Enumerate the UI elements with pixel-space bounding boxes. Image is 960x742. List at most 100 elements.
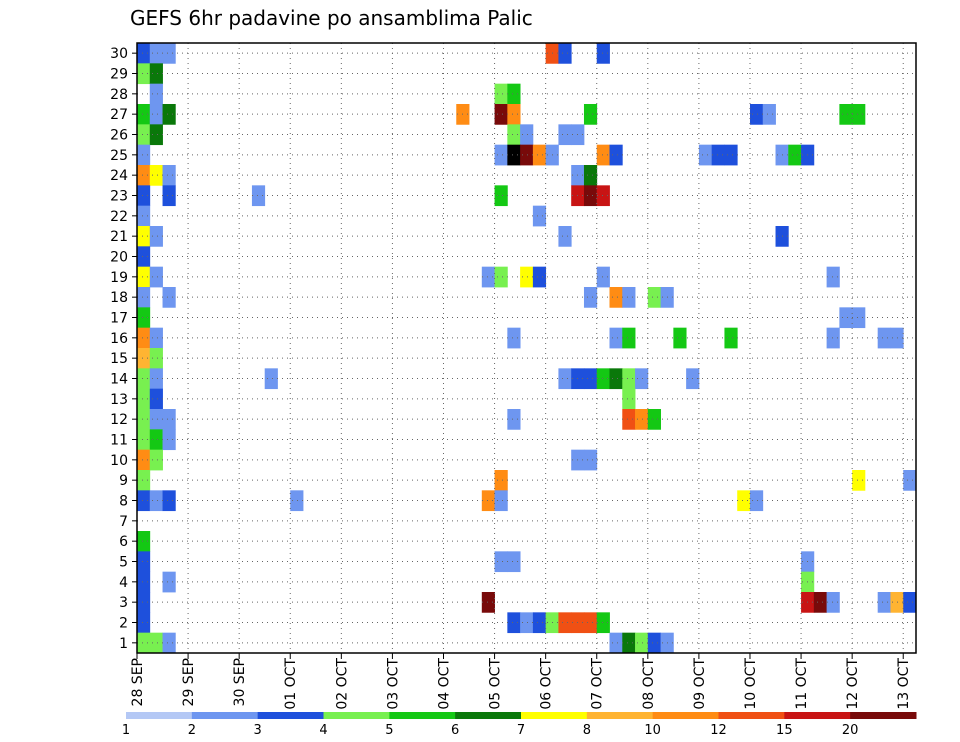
- y-tick-label: 7: [119, 514, 128, 530]
- heatmap-cell: [724, 144, 738, 166]
- heatmap-cell: [609, 632, 623, 654]
- heatmap-cell: [149, 348, 163, 369]
- heatmap-cell: [877, 592, 891, 613]
- heatmap-cell: [558, 368, 572, 390]
- colorbar-swatch: [850, 712, 917, 719]
- heatmap-cell: [507, 144, 521, 166]
- heatmap-cell: [137, 531, 151, 552]
- heatmap-cell: [290, 490, 304, 512]
- heatmap-cell: [903, 470, 917, 491]
- heatmap-cell: [137, 368, 151, 390]
- heatmap-cell: [137, 632, 151, 654]
- y-tick-label: 27: [110, 107, 128, 123]
- x-tick-label: 10 OCT: [743, 658, 759, 710]
- heatmap-cell: [583, 165, 598, 186]
- heatmap-cell: [609, 327, 623, 349]
- y-tick-label: 4: [119, 575, 128, 591]
- heatmap-cell: [481, 490, 495, 512]
- heatmap-cell: [532, 205, 547, 227]
- heatmap-cell: [596, 144, 610, 166]
- heatmap-cell: [149, 63, 163, 85]
- heatmap-cell: [507, 83, 521, 105]
- heatmap-cell: [609, 368, 623, 390]
- y-tick-label: 19: [110, 270, 128, 286]
- heatmap-cell: [137, 429, 151, 451]
- heatmap-cell: [724, 327, 738, 349]
- heatmap-cell: [137, 165, 151, 186]
- heatmap-cell: [137, 205, 151, 227]
- y-tick-label: 11: [110, 433, 128, 449]
- y-tick-label: 13: [110, 392, 128, 408]
- colorbar-label: 10: [644, 723, 661, 738]
- x-tick-label: 08 OCT: [641, 658, 657, 710]
- heatmap-cell: [635, 632, 649, 654]
- heatmap-cell: [520, 124, 534, 146]
- heatmap-cell: [737, 490, 751, 512]
- heatmap-cell: [494, 104, 508, 125]
- heatmap-cell: [877, 327, 891, 349]
- y-tick-label: 9: [119, 473, 128, 489]
- heatmap-cell: [520, 266, 534, 288]
- heatmap-cell: [162, 409, 176, 430]
- x-tick-label: 11 OCT: [794, 658, 810, 710]
- x-tick-label: 02 OCT: [334, 658, 350, 710]
- colorbar-label: 1: [122, 723, 130, 738]
- y-tick-label: 2: [119, 616, 128, 632]
- heatmap-cell: [622, 327, 636, 349]
- colorbar-swatch: [323, 712, 390, 719]
- x-tick-label: 03 OCT: [385, 658, 401, 710]
- heatmap-cell: [264, 368, 278, 390]
- heatmap-cell: [137, 43, 151, 64]
- heatmap-cell: [583, 185, 598, 207]
- x-axis: 28 SEP 29 SEP 30 SEP 01 OCT 02 OCT 03 OCT 04 O…: [130, 653, 912, 710]
- heatmap-cell: [583, 287, 598, 308]
- heatmap-cell: [494, 470, 508, 491]
- y-tick-label: 30: [110, 46, 128, 62]
- colorbar-label: 8: [583, 723, 591, 738]
- heatmap-cell: [137, 144, 151, 166]
- heatmap-cell: [137, 612, 151, 634]
- x-tick-label: 01 OCT: [283, 658, 299, 710]
- heatmap-cell: [558, 124, 572, 146]
- heatmap-cell: [149, 165, 163, 186]
- x-tick-label: 05 OCT: [488, 658, 504, 710]
- colorbar-swatch: [126, 712, 193, 719]
- heatmap-cell: [532, 612, 547, 634]
- heatmap-cell: [647, 632, 661, 654]
- y-tick-label: 25: [110, 148, 128, 164]
- colorbar-label: 4: [319, 723, 327, 738]
- heatmap-cell: [137, 266, 151, 288]
- heatmap-cell: [149, 368, 163, 390]
- y-tick-label: 1: [119, 636, 128, 652]
- heatmap-cell: [149, 327, 163, 349]
- heatmap-cell: [507, 409, 521, 430]
- y-tick-label: 17: [110, 311, 128, 327]
- heatmap-cell: [788, 144, 802, 166]
- heatmap-cell: [137, 470, 151, 491]
- heatmap-cell: [839, 307, 853, 329]
- heatmap-cell: [137, 592, 151, 613]
- heatmap-cell: [583, 449, 598, 471]
- heatmap-cell: [622, 632, 636, 654]
- colorbar: 1 2 3 4 5 6 7 8 10 12 15 20: [122, 712, 917, 738]
- y-tick-label: 22: [110, 209, 128, 225]
- y-tick-label: 5: [119, 555, 128, 571]
- heatmap-cell: [149, 83, 163, 105]
- heatmap-cell: [494, 83, 508, 105]
- heatmap-cell: [852, 307, 866, 329]
- heatmap-cell: [137, 307, 151, 329]
- heatmap-cell: [762, 104, 776, 125]
- heatmap-cell: [137, 388, 151, 410]
- heatmap-cell: [826, 592, 840, 613]
- heatmap-cell: [162, 571, 176, 593]
- heatmap-cell: [137, 124, 151, 146]
- y-tick-label: 3: [119, 595, 128, 611]
- x-tick-label: 29 SEP: [181, 658, 197, 706]
- chart-title: GEFS 6hr padavine po ansamblima Palic: [130, 6, 533, 30]
- y-tick-label: 21: [110, 229, 128, 245]
- heatmap-cell: [596, 266, 610, 288]
- heatmap-cell: [507, 104, 521, 125]
- y-tick-label: 8: [119, 494, 128, 510]
- heatmap-cell: [520, 144, 534, 166]
